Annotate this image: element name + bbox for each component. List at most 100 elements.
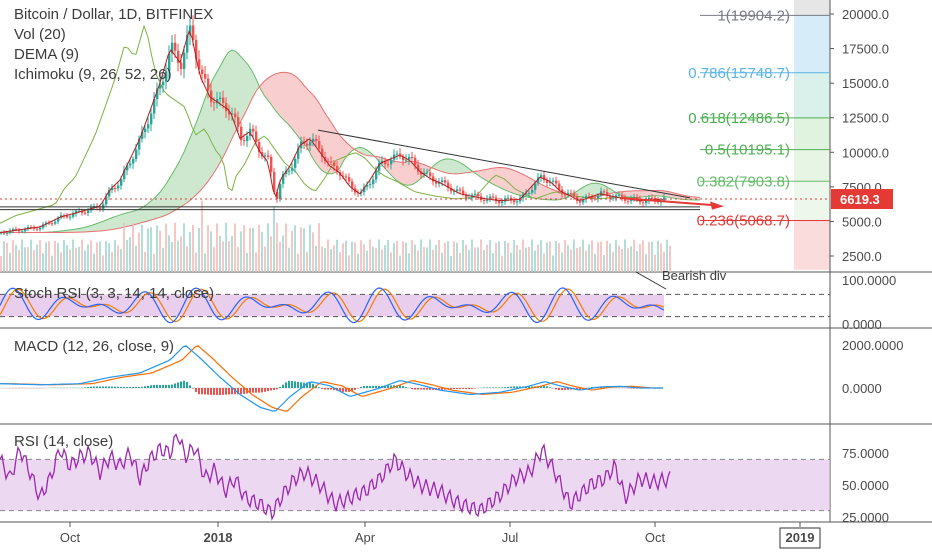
candle-body [294,159,296,168]
volume-bar [153,254,155,272]
macd-histogram-bar [543,386,545,388]
x-tick-label: Jul [502,530,519,545]
candle-body [21,231,23,232]
macd-histogram-bar [546,386,548,388]
volume-bar [438,240,440,272]
volume-bar [141,225,143,272]
ichimoku-cloud [116,215,120,229]
candle-body [528,193,530,194]
ichimoku-cloud [184,143,188,205]
volume-bar [168,235,170,272]
volume-bar [531,240,533,272]
ichimoku-cloud [440,159,444,172]
candle-body [246,136,248,141]
volume-bar [570,249,572,272]
volume-bar [270,236,272,272]
volume-bar [285,224,287,272]
candle-body [507,198,509,199]
macd-histogram-bar [498,387,500,388]
macd-histogram-bar [441,388,443,390]
rsi-tick-label: 50.0000 [842,478,889,493]
ichimoku-cloud [228,50,232,147]
macd-histogram-bar [135,387,137,388]
macd-histogram-bar [114,387,116,388]
volume-bar [573,239,575,272]
volume-bar [651,242,653,272]
x-tick-label: Oct [645,530,666,545]
volume-bar [159,231,161,272]
macd-histogram-bar [186,382,188,388]
volume-bar [387,240,389,272]
macd-histogram-bar [156,385,158,388]
macd-histogram-bar [270,388,272,390]
volume-bar [306,252,308,272]
rsi-label: RSI (14, close) [14,433,113,450]
macd-histogram-bar [489,387,491,388]
candle-body [429,172,431,176]
volume-bar [600,242,602,272]
ichimoku-cloud [396,161,400,182]
candle-body [351,181,353,188]
ichimoku-cloud [212,74,216,176]
volume-bar [63,240,65,272]
volume-bar [240,231,242,272]
volume-bar [201,201,203,272]
macd-histogram-bar [474,388,476,389]
ichimoku-cloud [216,67,220,170]
ichimoku-cloud [240,56,244,123]
volume-bar [627,248,629,272]
ichimoku-cloud [496,167,500,187]
volume-bar [375,248,377,272]
macd-histogram-bar [282,385,284,388]
volume-bar [78,247,80,272]
volume-bar [267,223,269,272]
candle-body [570,193,572,194]
y-tick-label: 12500.0 [842,111,889,126]
macd-histogram-bar [456,388,458,389]
last-price-value: 6619.3 [840,192,880,207]
volume-bar [621,249,623,272]
volume-bar [624,239,626,272]
ichimoku-cloud [196,113,200,195]
volume-bar [75,248,77,272]
y-tick-label: 5000.0 [842,214,882,229]
fib-zone [794,181,830,220]
volume-bar [312,232,314,272]
volume-bar [81,240,83,272]
volume-bar [174,223,176,272]
ichimoku-cloud [508,168,512,192]
volume-bar [231,236,233,272]
volume-bar [405,243,407,272]
candle-body [372,179,374,184]
fib-label: 0.236(5068.7) [697,212,790,229]
volume-bar [225,223,227,272]
macd-histogram-bar [492,387,494,388]
volume-bar [327,239,329,272]
volume-bar [423,247,425,272]
fib-label: 0.786(15748.7) [688,65,790,82]
volume-bar [543,253,545,272]
volume-bar [189,232,191,272]
volume-bar [213,247,215,272]
ichimoku-cloud [288,73,292,129]
candle-body [288,171,290,172]
volume-bar [510,253,512,272]
volume-bar [243,225,245,272]
candle-body [201,69,203,74]
candle-body [642,202,644,203]
candle-body [405,160,407,161]
macd-histogram-bar [360,387,362,388]
volume-bar [576,248,578,272]
volume-bar [606,241,608,272]
candle-body [234,114,236,118]
volume-bar [384,245,386,272]
candle-body [501,201,503,203]
volume-bar [372,247,374,272]
macd-histogram-bar [138,387,140,388]
macd-histogram-bar [165,385,167,388]
volume-bar [105,241,107,272]
volume-bar [459,253,461,272]
volume-bar [216,223,218,272]
candle-body [243,140,245,141]
candle-body [39,228,41,230]
